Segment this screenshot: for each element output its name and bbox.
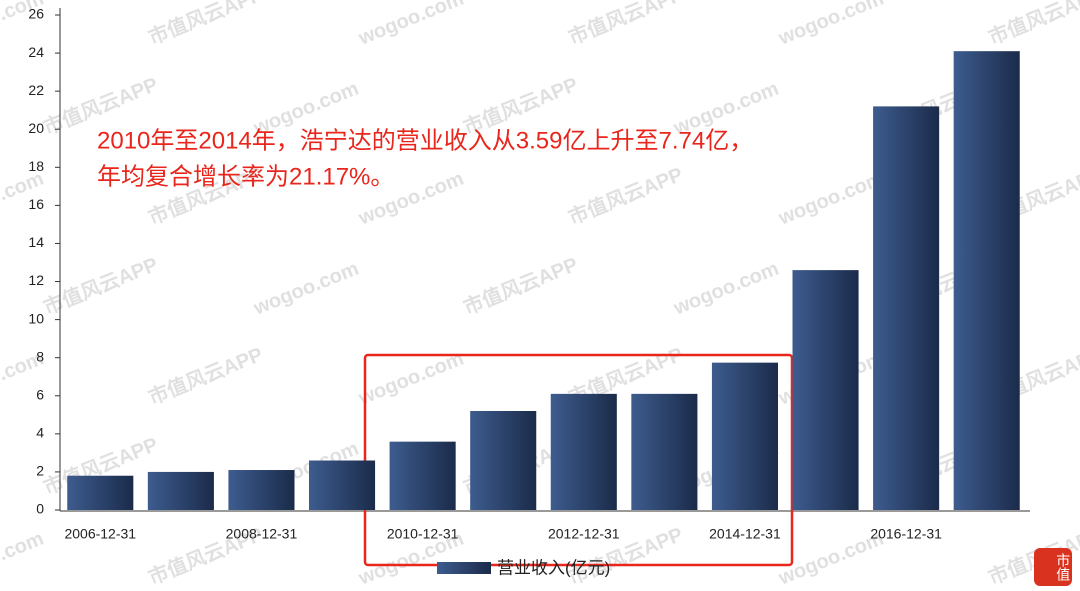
bar — [631, 393, 698, 510]
bar — [711, 362, 778, 510]
watermark: wogoo.com — [775, 168, 887, 230]
bar — [873, 106, 940, 510]
x-tick-label: 2008-12-31 — [226, 526, 298, 542]
y-tick-label: 12 — [28, 272, 44, 288]
watermark: 市值风云APP — [565, 162, 686, 230]
y-tick-label: 18 — [28, 158, 44, 174]
x-tick-label: 2014-12-31 — [709, 526, 781, 542]
x-tick-label: 2006-12-31 — [64, 526, 136, 542]
watermark: 市值风云APP — [145, 342, 266, 410]
legend-swatch — [437, 562, 491, 574]
watermark: wogoo.com — [670, 258, 782, 320]
y-tick-label: 22 — [28, 82, 44, 98]
bar — [147, 471, 214, 510]
y-tick-label: 4 — [36, 425, 44, 441]
bar — [309, 460, 376, 510]
watermark: 市值风云APP — [985, 0, 1080, 50]
y-tick-label: 0 — [36, 501, 44, 517]
x-tick-label: 2010-12-31 — [387, 526, 459, 542]
annotation: 2010年至2014年，浩宁达的营业收入从3.59亿上升至7.74亿， — [97, 127, 753, 154]
watermark: wogoo.com — [250, 258, 362, 320]
watermark: wogoo.com — [0, 528, 47, 590]
y-tick-label: 14 — [28, 234, 44, 250]
watermark: 市值风云APP — [40, 252, 161, 320]
legend-label: 营业收入(亿元) — [497, 558, 610, 577]
logo-text: 市值 — [1055, 552, 1071, 581]
x-tick-label: 2012-12-31 — [548, 526, 620, 542]
y-tick-label: 24 — [28, 44, 44, 60]
bar — [67, 475, 134, 510]
watermark: wogoo.com — [775, 0, 887, 50]
annotation: 年均复合增长率为21.17%。 — [97, 163, 394, 190]
bar — [228, 470, 295, 510]
y-tick-label: 8 — [36, 348, 44, 364]
logo — [1034, 548, 1072, 586]
y-tick-label: 26 — [28, 6, 44, 22]
y-tick-label: 16 — [28, 196, 44, 212]
watermark: 市值风云APP — [565, 0, 686, 50]
watermark: wogoo.com — [355, 0, 467, 50]
bar — [389, 441, 456, 510]
highlight-box — [363, 353, 794, 567]
bar — [550, 393, 617, 510]
y-tick-label: 10 — [28, 310, 44, 326]
bar — [470, 411, 537, 510]
watermark: wogoo.com — [355, 348, 467, 410]
y-tick-label: 2 — [36, 463, 44, 479]
bar — [792, 270, 859, 510]
bar — [953, 51, 1020, 511]
watermark: 市值风云APP — [145, 0, 266, 50]
y-tick-label: 20 — [28, 120, 44, 136]
x-tick-label: 2016-12-31 — [870, 526, 942, 542]
y-tick-label: 6 — [36, 386, 44, 402]
watermark: 市值风云APP — [460, 252, 581, 320]
